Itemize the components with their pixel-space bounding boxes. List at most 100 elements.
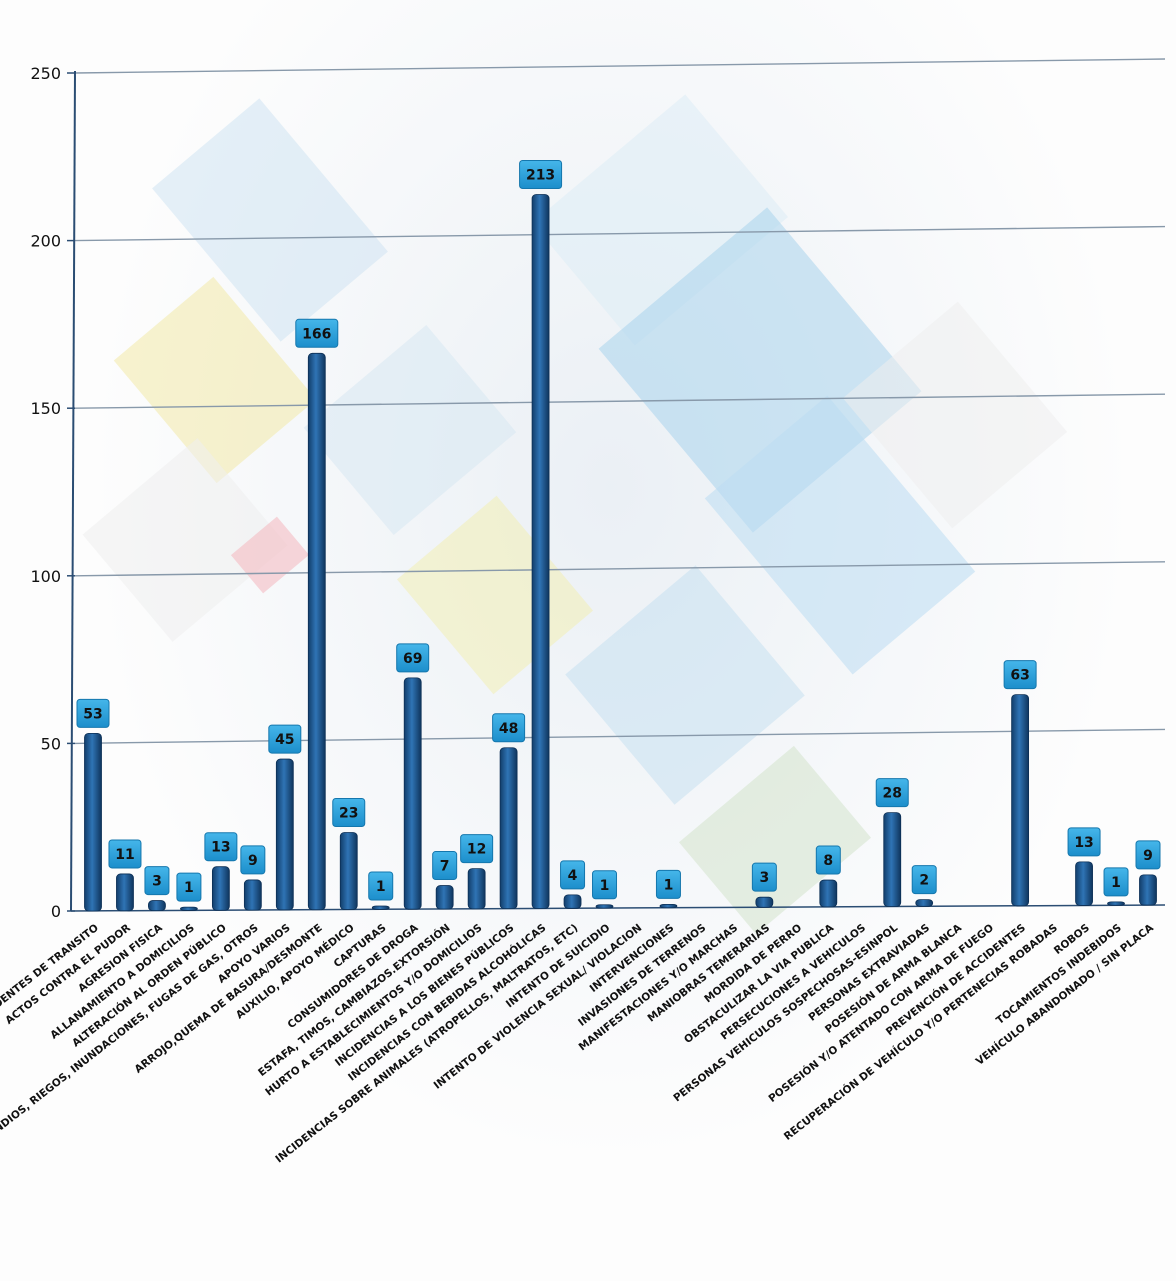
data-label-box: [432, 851, 458, 881]
data-label: 1: [184, 880, 194, 896]
y-axis-line: [70, 70, 76, 912]
data-label-box: [1067, 827, 1101, 857]
data-label-box: [519, 160, 563, 190]
data-label: 4: [568, 868, 578, 884]
data-label: 213: [526, 168, 555, 184]
bar: [1107, 901, 1125, 906]
bar: [1011, 694, 1030, 907]
bar: [883, 812, 902, 907]
bars: [84, 194, 1157, 912]
bar: [435, 885, 454, 910]
gridline: [74, 58, 1166, 74]
data-label-box: [560, 860, 586, 890]
bar: [243, 879, 262, 911]
data-label: 13: [1074, 835, 1093, 851]
data-label-box: [1135, 840, 1161, 870]
y-tick-label: 150: [30, 399, 61, 418]
data-label-box: [460, 834, 494, 864]
bar: [180, 906, 198, 911]
data-label: 28: [883, 786, 902, 802]
data-label-box: [176, 872, 202, 902]
bar: [403, 677, 422, 910]
map-block-decoration: [531, 94, 789, 346]
data-label: 53: [83, 706, 102, 722]
map-block-decoration: [152, 98, 388, 342]
bar: [116, 873, 134, 912]
map-block-decoration: [678, 745, 872, 935]
data-label: 166: [302, 326, 331, 342]
bar: [467, 868, 486, 910]
data-label-box: [240, 845, 266, 875]
data-label: 1: [600, 878, 610, 894]
bar: [275, 758, 294, 911]
gridline: [74, 393, 1166, 409]
y-tick-label: 250: [30, 64, 61, 83]
data-label-box: [492, 713, 526, 743]
gridline: [74, 728, 1166, 745]
data-label-box: [751, 862, 777, 892]
map-block-decoration: [303, 324, 517, 536]
bar: [307, 352, 326, 911]
data-label: 9: [248, 853, 258, 869]
x-axis-line: [70, 904, 1166, 912]
data-label-box: [204, 832, 238, 862]
gridline: [74, 225, 1166, 242]
data-label-box: [911, 865, 937, 895]
bar: [1139, 874, 1157, 906]
data-label: 13: [211, 840, 230, 856]
y-tick-label: 0: [51, 902, 61, 921]
data-label-box: [268, 724, 302, 754]
data-label-box: [655, 869, 681, 899]
data-label-box: [108, 839, 142, 869]
map-block-decoration: [113, 276, 317, 484]
bar: [531, 194, 550, 909]
data-label-box: [875, 778, 909, 808]
bar: [1075, 861, 1093, 906]
data-label-box: [332, 797, 366, 827]
data-label-box: [76, 698, 110, 728]
data-label: 63: [1010, 668, 1029, 684]
x-tick-label: AMAGOS, INCENDIOS, RIEGOS, INUNDACIONES,…: [0, 922, 261, 1189]
data-label: 48: [499, 721, 518, 737]
data-label: 69: [403, 651, 422, 667]
data-label-box: [815, 845, 841, 875]
gridline: [74, 561, 1166, 577]
bar: [755, 896, 774, 908]
bar: [211, 866, 230, 911]
bar: [371, 905, 390, 910]
data-label: 3: [152, 874, 162, 890]
data-label: 45: [275, 732, 294, 748]
data-label: 23: [339, 805, 358, 821]
data-label: 1: [664, 877, 674, 893]
data-label: 1: [1111, 875, 1121, 891]
data-label: 7: [440, 859, 450, 875]
bar: [595, 904, 614, 909]
map-block-decoration: [565, 565, 805, 805]
y-axis: 0 50 100 150 200 250: [30, 64, 1166, 921]
data-label: 3: [759, 870, 769, 886]
data-label: 2: [919, 873, 929, 889]
data-label-box: [1103, 867, 1129, 897]
map-block-decoration: [842, 301, 1068, 529]
data-label-box: [295, 318, 339, 348]
data-label-box: [396, 643, 430, 673]
background-map-decoration: [82, 94, 1068, 935]
bar: [659, 904, 678, 909]
data-label-box: [144, 866, 170, 896]
bar: [819, 879, 838, 908]
bar: [84, 732, 102, 912]
data-label-box: [368, 871, 394, 901]
gridlines: [74, 58, 1166, 745]
bar: [148, 900, 166, 912]
y-tick-label: 50: [41, 734, 61, 753]
data-label: 9: [1143, 848, 1153, 864]
data-label: 11: [115, 847, 134, 863]
y-tick-label: 100: [30, 567, 61, 586]
bar: [499, 747, 518, 910]
data-label: 12: [467, 842, 486, 858]
bar: [563, 894, 582, 909]
data-label: 1: [376, 879, 386, 895]
